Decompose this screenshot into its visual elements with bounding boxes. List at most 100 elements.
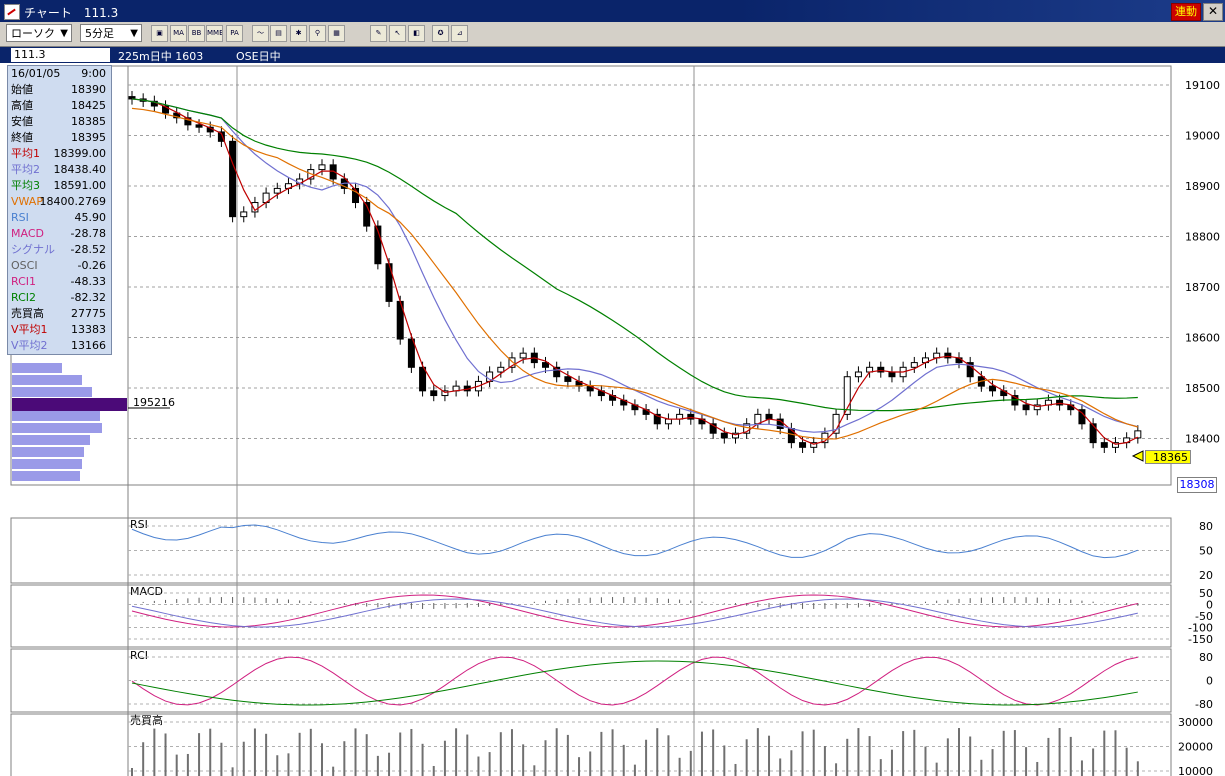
macd-panel-label: MACD bbox=[130, 585, 163, 598]
rci-tick-label: -80 bbox=[1195, 698, 1213, 711]
candle bbox=[1089, 423, 1097, 444]
bb-button[interactable]: BB bbox=[188, 25, 205, 42]
data-row-label: RCI2 bbox=[11, 291, 37, 304]
eraser-icon[interactable]: ◧ bbox=[408, 25, 425, 42]
data-window: 16/01/05 9:00 始値 18390 高値 18425 安値 18385 終値 183… bbox=[7, 65, 112, 355]
volume-profile-bar bbox=[12, 447, 84, 457]
pa-button[interactable]: PA bbox=[226, 25, 243, 42]
data-row: V平均1 13383 bbox=[11, 322, 108, 338]
rci-tick-label: 80 bbox=[1199, 651, 1213, 664]
data-row-value: 18425 bbox=[71, 99, 106, 112]
link-button[interactable]: 連動 bbox=[1171, 3, 1201, 21]
data-row: 平均1 18399.00 bbox=[11, 146, 108, 162]
price-chart[interactable]: 19100 19000 18900 18800 18700 18600 18500 18400… bbox=[0, 63, 1225, 776]
rci1-line bbox=[131, 656, 1138, 706]
data-row-label: 平均2 bbox=[11, 163, 40, 176]
fibonacci-icon[interactable]: ⊿ bbox=[451, 25, 468, 42]
rsi-tick-label: 20 bbox=[1199, 569, 1213, 582]
rsi-line bbox=[131, 524, 1138, 559]
line-tool-icon[interactable]: 〜 bbox=[252, 25, 269, 42]
candle bbox=[407, 338, 415, 368]
candle bbox=[743, 423, 751, 434]
candle bbox=[519, 352, 527, 359]
vol-tick-label: 10000 bbox=[1178, 765, 1213, 776]
candle bbox=[664, 418, 672, 425]
data-row-label: 平均1 bbox=[11, 147, 40, 160]
candle bbox=[229, 140, 237, 218]
data-row-value: -82.32 bbox=[70, 291, 106, 304]
data-row-label: VWAP bbox=[11, 195, 43, 208]
cross-icon[interactable]: ✱ bbox=[290, 25, 307, 42]
volume-profile-bar bbox=[12, 459, 82, 469]
vol-tick-label: 30000 bbox=[1178, 716, 1213, 729]
data-row-value: 18395 bbox=[71, 131, 106, 144]
cursor-icon[interactable]: ↖ bbox=[389, 25, 406, 42]
mme-button[interactable]: MME bbox=[206, 25, 223, 42]
volume-profile-bar bbox=[12, 387, 92, 397]
candle bbox=[709, 423, 717, 434]
candle bbox=[251, 202, 259, 213]
data-row-label: RSI bbox=[11, 211, 29, 224]
data-row-value: -0.26 bbox=[77, 259, 106, 272]
chart-style-select[interactable]: ローソク ▼ bbox=[6, 24, 72, 42]
ma-button[interactable]: MA bbox=[170, 25, 187, 42]
candle bbox=[195, 124, 203, 128]
candle bbox=[430, 390, 438, 397]
candle bbox=[653, 413, 661, 425]
volume-profile-bar bbox=[12, 423, 102, 433]
price-tick-label: 18700 bbox=[1185, 281, 1220, 294]
candle bbox=[810, 442, 818, 448]
candle bbox=[731, 432, 739, 439]
candle bbox=[508, 357, 516, 368]
settings-icon[interactable]: ▦ bbox=[328, 25, 345, 42]
candle bbox=[173, 112, 181, 119]
macd-tick-label: -50 bbox=[1195, 610, 1213, 623]
search-icon[interactable]: ✪ bbox=[432, 25, 449, 42]
macd-tick-label: -150 bbox=[1188, 633, 1213, 646]
candle bbox=[1111, 442, 1119, 448]
data-row: RSI 45.90 bbox=[11, 210, 108, 226]
zoom-icon[interactable]: ⚲ bbox=[309, 25, 326, 42]
data-row: RCI1 -48.33 bbox=[11, 274, 108, 290]
candle bbox=[944, 352, 952, 359]
candle bbox=[419, 366, 427, 392]
interval-select[interactable]: 5分足 ▼ bbox=[80, 24, 142, 42]
candle bbox=[273, 187, 281, 194]
data-datetime: 16/01/05 9:00 bbox=[11, 66, 108, 82]
candle bbox=[910, 362, 918, 368]
data-row: 売買高 27775 bbox=[11, 306, 108, 322]
data-row-value: 18591.00 bbox=[53, 179, 107, 192]
candle bbox=[329, 164, 337, 180]
toolbar: ローソク ▼ 5分足 ▼ ▣ MA BB MME PA 〜 ▤ ✱ ⚲ ▦ ✎ ↖ ◧ ✪ ⊿ bbox=[0, 22, 1225, 47]
chart-app-icon bbox=[4, 4, 20, 20]
candle bbox=[1100, 442, 1108, 448]
data-row-value: 18390 bbox=[71, 83, 106, 96]
candle bbox=[854, 371, 862, 378]
data-row: 終値 18395 bbox=[11, 130, 108, 146]
candle bbox=[564, 376, 572, 382]
close-icon[interactable]: ✕ bbox=[1203, 3, 1223, 21]
data-row: MACD -28.78 bbox=[11, 226, 108, 242]
candle bbox=[363, 202, 371, 227]
data-row-value: 18399.00 bbox=[53, 147, 107, 160]
macd-tick-label: -100 bbox=[1188, 622, 1213, 635]
data-row-value: 18438.40 bbox=[53, 163, 107, 176]
candle bbox=[497, 366, 505, 373]
data-row-label: MACD bbox=[11, 227, 44, 240]
info-bar: 111.3 225m日中 1603 OSE日中 bbox=[0, 47, 1225, 63]
data-row-label: V平均1 bbox=[11, 323, 48, 336]
chart-type-icon[interactable]: ▣ bbox=[151, 25, 168, 42]
chart-style-value: ローソク bbox=[11, 27, 55, 40]
chart-area[interactable]: 19100 19000 18900 18800 18700 18600 18500 18400… bbox=[0, 63, 1225, 776]
ma3-line bbox=[131, 98, 1138, 412]
data-row-label: 安値 bbox=[11, 115, 33, 128]
current-price-label: 18365 bbox=[1145, 450, 1191, 464]
vol-panel-label: 売買高 bbox=[130, 713, 163, 727]
chart-edit-icon[interactable]: ▤ bbox=[270, 25, 287, 42]
candle bbox=[720, 432, 728, 439]
volume-profile-bar bbox=[12, 411, 100, 421]
price-tick-label: 18500 bbox=[1185, 382, 1220, 395]
data-row-label: シグナル bbox=[11, 243, 55, 256]
pen-icon[interactable]: ✎ bbox=[370, 25, 387, 42]
volume-profile-bar bbox=[12, 435, 90, 445]
